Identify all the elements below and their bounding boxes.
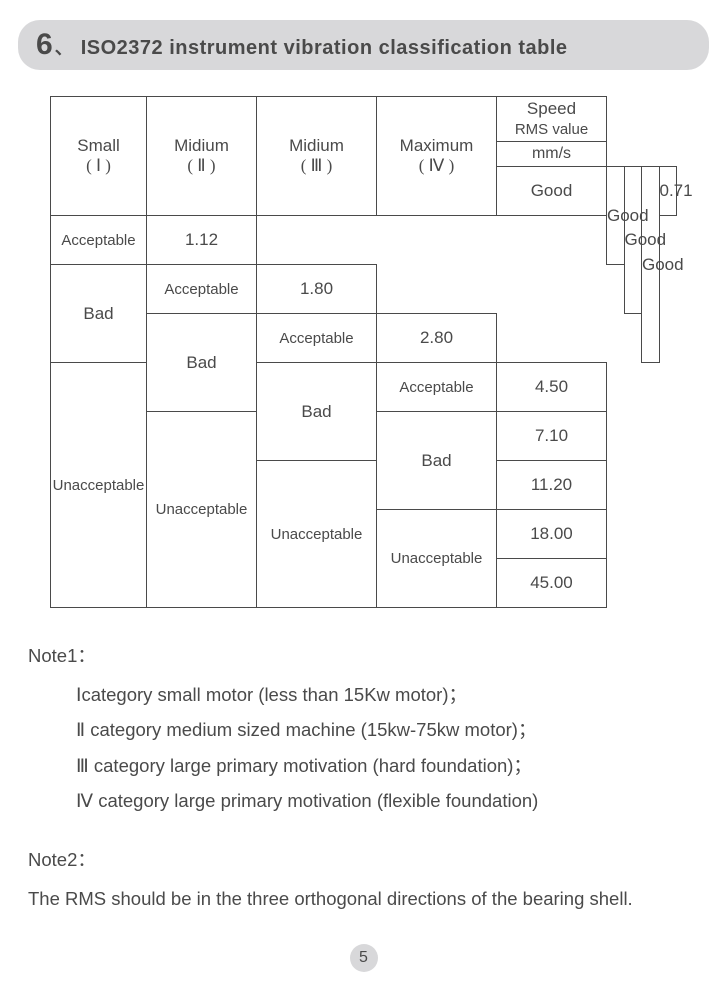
note1-line-3: Ⅳ category large primary motivation (fle… xyxy=(28,783,699,818)
speed-8: 45.00 xyxy=(497,559,607,608)
notes-block: Note1： Ⅰcategory small motor (less than … xyxy=(28,638,699,916)
c4-unacceptable: Unacceptable xyxy=(377,510,497,608)
header-medium-ii-top: Midium xyxy=(147,136,256,156)
header-small: Small ( Ⅰ ) xyxy=(51,97,147,216)
header-medium-iii-bot: ( Ⅲ ) xyxy=(257,156,376,176)
speed-1: 1.12 xyxy=(147,216,257,265)
c4-bad: Bad xyxy=(377,412,497,510)
page-number: 5 xyxy=(350,944,378,972)
header-speed-unit: mm/s xyxy=(497,142,606,166)
c4-acceptable: Acceptable xyxy=(377,363,497,412)
note1-title: Note1： xyxy=(28,638,699,673)
speed-2: 1.80 xyxy=(257,265,377,314)
c1-bad: Bad xyxy=(51,265,147,363)
header-maximum-top: Maximum xyxy=(377,136,496,156)
c1-unacceptable: Unacceptable xyxy=(51,363,147,608)
speed-7: 18.00 xyxy=(497,510,607,559)
c2-bad: Bad xyxy=(147,314,257,412)
header-medium-ii-bot: ( Ⅱ ) xyxy=(147,156,256,176)
c3-good: Good xyxy=(624,167,642,314)
section-corner-mark: 、 xyxy=(55,34,73,60)
c4-good: Good xyxy=(642,167,660,363)
speed-4: 4.50 xyxy=(497,363,607,412)
header-small-bot: ( Ⅰ ) xyxy=(51,156,146,176)
section-number: 6 xyxy=(36,28,53,62)
header-maximum: Maximum ( Ⅳ ) xyxy=(377,97,497,216)
c2-acceptable: Acceptable xyxy=(147,265,257,314)
header-medium-ii: Midium ( Ⅱ ) xyxy=(147,97,257,216)
page-number-wrap: 5 xyxy=(0,944,727,992)
note1-line-2: Ⅲ category large primary motivation (har… xyxy=(28,748,699,783)
header-medium-iii-top: Midium xyxy=(257,136,376,156)
header-speed-line2: RMS value xyxy=(515,121,588,138)
note2-title: Note2： xyxy=(28,842,699,877)
classification-table: Small ( Ⅰ ) Midium ( Ⅱ ) Midium ( Ⅲ ) Ma… xyxy=(50,96,677,608)
section-title: ISO2372 instrument vibration classificat… xyxy=(81,37,568,60)
c1-good: Good xyxy=(497,167,607,216)
speed-5: 7.10 xyxy=(497,412,607,461)
c3-acceptable: Acceptable xyxy=(257,314,377,363)
header-maximum-bot: ( Ⅳ ) xyxy=(377,156,496,176)
speed-6: 11.20 xyxy=(497,461,607,510)
c2-good: Good xyxy=(607,167,625,265)
header-speed: Speed RMS value mm/s xyxy=(497,97,607,167)
c3-unacceptable: Unacceptable xyxy=(257,461,377,608)
header-medium-iii: Midium ( Ⅲ ) xyxy=(257,97,377,216)
c2-unacceptable: Unacceptable xyxy=(147,412,257,608)
c3-bad: Bad xyxy=(257,363,377,461)
speed-3: 2.80 xyxy=(377,314,497,363)
c1-acceptable: Acceptable xyxy=(51,216,147,265)
note1-line-0: Ⅰcategory small motor (less than 15Kw mo… xyxy=(28,677,699,712)
section-header: 6 、 ISO2372 instrument vibration classif… xyxy=(18,20,709,70)
speed-0: 0.71 xyxy=(659,167,677,216)
note1-line-1: Ⅱ category medium sized machine (15kw-75… xyxy=(28,712,699,747)
header-small-top: Small xyxy=(51,136,146,156)
note2-body: The RMS should be in the three orthogona… xyxy=(28,881,699,916)
header-speed-line1: Speed xyxy=(527,99,576,118)
